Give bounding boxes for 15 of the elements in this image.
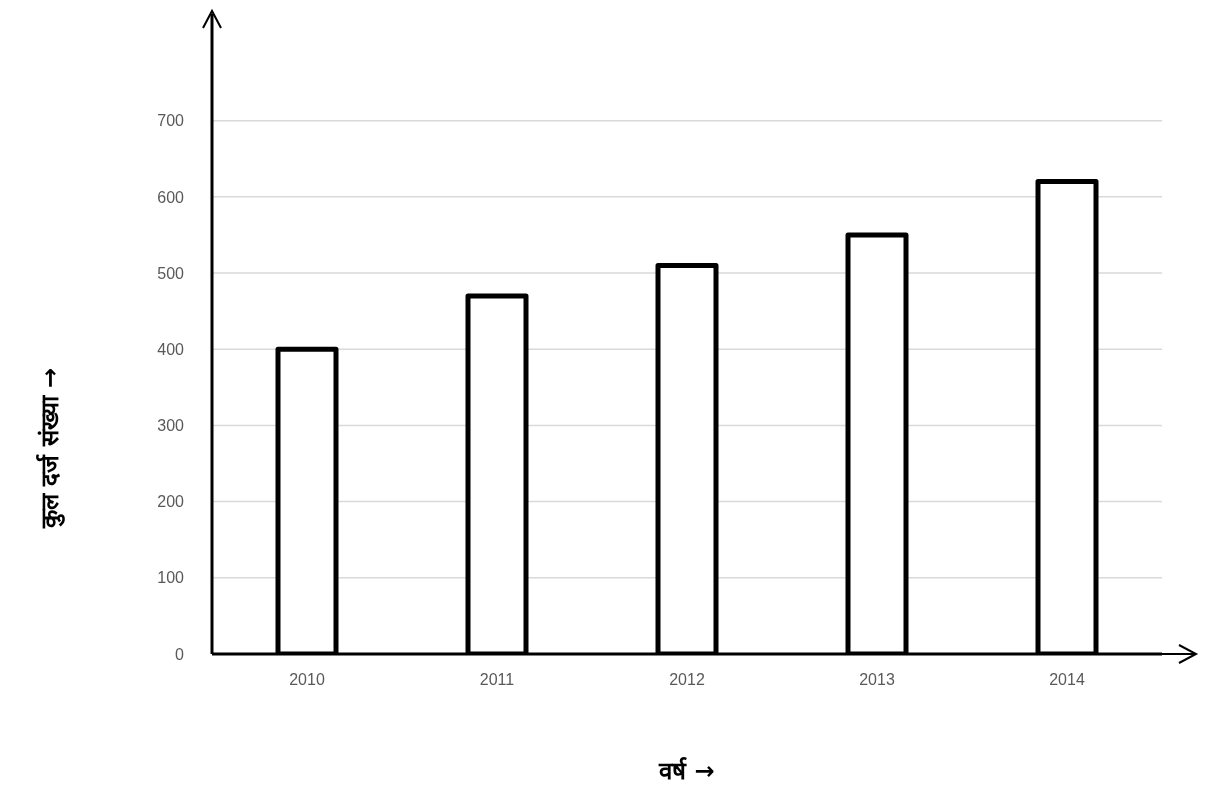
x-tick-label: 2012 <box>669 671 705 689</box>
y-tick-label: 200 <box>157 493 185 511</box>
x-tick-label: 2011 <box>479 671 515 689</box>
x-tick-label: 2013 <box>859 671 895 689</box>
y-tick-label: 500 <box>157 264 185 282</box>
y-axis-title: कुल दर्ज संख्या → <box>34 367 65 529</box>
y-tick-label: 100 <box>157 569 185 587</box>
y-tick-label: 400 <box>157 340 185 358</box>
y-tick-label: 600 <box>157 188 185 206</box>
y-tick-label: 700 <box>157 112 185 130</box>
x-axis-title: वर्ष → <box>657 756 716 786</box>
y-tick-label: 300 <box>157 417 185 435</box>
x-tick-label: 2014 <box>1049 671 1085 689</box>
x-tick-label: 2010 <box>289 671 325 689</box>
y-tick-label: 0 <box>175 645 185 663</box>
